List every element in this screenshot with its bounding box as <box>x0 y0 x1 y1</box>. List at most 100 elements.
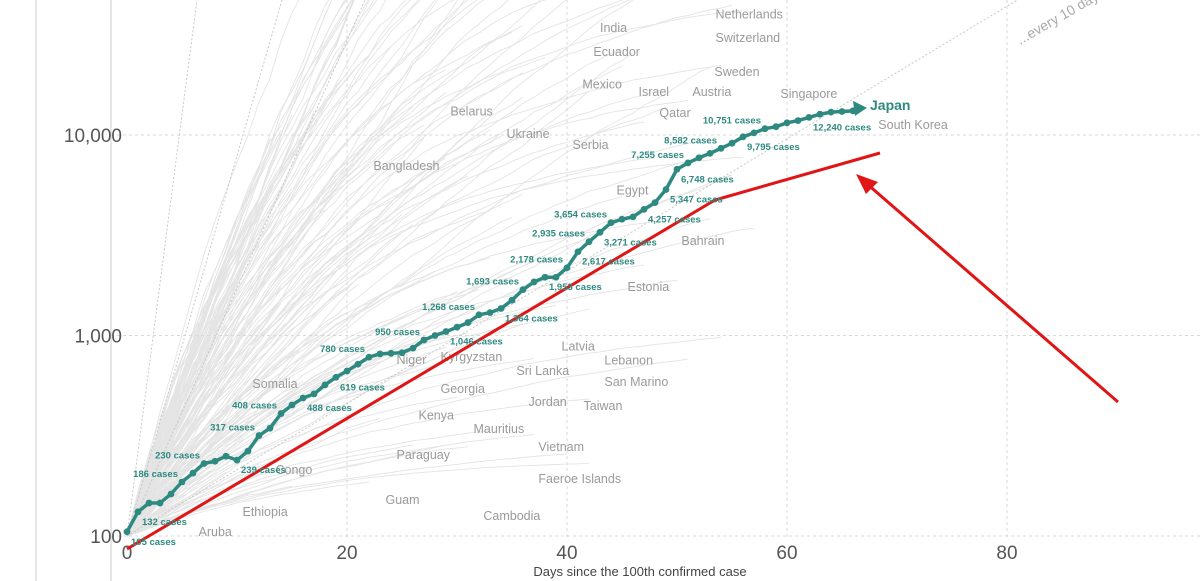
case-count-label: 780 cases <box>320 344 365 355</box>
japan-point <box>695 154 703 162</box>
japan-point <box>662 186 670 193</box>
japan-point <box>431 332 439 339</box>
japan-point <box>343 367 351 375</box>
japan-point <box>332 373 340 381</box>
japan-point <box>783 119 791 127</box>
case-count-label: 3,654 cases <box>554 210 607 221</box>
country-label: Jordan <box>529 395 567 409</box>
country-label: Mauritius <box>474 422 525 436</box>
background-line <box>126 417 381 537</box>
case-count-label: 1,953 cases <box>549 282 602 293</box>
japan-point <box>596 228 604 236</box>
japan-point <box>750 129 758 137</box>
japan-point <box>167 490 175 498</box>
country-label: Sweden <box>714 65 759 79</box>
case-count-label: 5,347 cases <box>670 195 723 206</box>
japan-point <box>244 447 252 455</box>
japan-point <box>563 264 571 272</box>
japan-line <box>125 109 854 533</box>
background-line <box>126 227 755 537</box>
japan-point <box>376 350 384 358</box>
country-label: Kenya <box>419 409 454 423</box>
case-count-label: 1,693 cases <box>466 277 519 288</box>
background-line <box>126 0 542 537</box>
japan-point <box>717 144 725 152</box>
japan-arrow-head-icon <box>853 100 867 116</box>
japan-point <box>585 238 593 246</box>
country-label: Aruba <box>199 525 232 539</box>
doubling-guide-line <box>126 0 283 537</box>
japan-point <box>442 328 450 335</box>
background-line <box>126 0 624 537</box>
country-label: Singapore <box>780 87 837 101</box>
country-label: Lebanon <box>604 354 653 368</box>
case-count-label: 4,257 cases <box>648 214 701 225</box>
country-label: Ukraine <box>507 127 550 141</box>
background-line <box>126 0 378 537</box>
background-line <box>126 0 300 537</box>
country-label: Israel <box>639 85 670 99</box>
japan-point <box>321 381 329 389</box>
background-line <box>126 99 689 537</box>
case-count-label: 619 cases <box>340 382 385 393</box>
country-label: Georgia <box>441 382 486 396</box>
country-label: Bahrain <box>681 234 724 248</box>
japan-point <box>486 309 494 317</box>
background-line <box>126 106 667 537</box>
country-label: Qatar <box>659 106 690 120</box>
background-line <box>126 481 370 537</box>
background-line <box>126 279 678 537</box>
background-line <box>126 0 567 537</box>
japan-point <box>277 410 285 417</box>
background-line <box>126 398 590 537</box>
country-label: Switzerland <box>716 31 781 45</box>
japan-point <box>541 273 549 281</box>
country-label: India <box>600 21 627 35</box>
background-line <box>126 196 623 537</box>
x-tick-label: 80 <box>996 543 1017 564</box>
case-count-label: 408 cases <box>232 401 277 412</box>
background-line <box>126 336 722 537</box>
background-line <box>126 157 656 537</box>
background-line <box>126 255 546 537</box>
japan-point <box>816 110 824 118</box>
case-count-label: 132 cases <box>142 517 187 528</box>
background-line <box>126 92 447 537</box>
country-label: Taiwan <box>584 399 623 413</box>
japan-point <box>629 213 637 221</box>
japan-point <box>728 139 736 147</box>
y-tick-label: 1,000 <box>74 327 122 348</box>
japan-point <box>398 349 406 357</box>
case-count-label: 239 cases <box>241 465 286 476</box>
case-count-label: 105 cases <box>131 537 176 548</box>
country-label: Egypt <box>617 183 649 197</box>
background-line <box>126 135 502 537</box>
country-label: Mexico <box>582 77 622 91</box>
background-line <box>126 276 513 537</box>
japan-point <box>453 323 461 331</box>
y-tick-label: 100 <box>90 527 122 548</box>
background-line <box>126 334 326 537</box>
doubling-guides <box>126 0 1019 537</box>
japan-point <box>838 108 846 115</box>
background-line <box>126 358 535 537</box>
japan-point <box>475 311 483 319</box>
case-count-label: 8,582 cases <box>664 135 717 146</box>
japan-label: Japan <box>870 97 910 113</box>
japan-point <box>420 336 428 344</box>
japan-point <box>607 219 615 227</box>
case-count-label: 12,240 cases <box>813 122 871 133</box>
case-count-label: 2,617 cases <box>582 257 635 268</box>
country-label: Sri Lanka <box>516 364 569 378</box>
case-count-label: 7,255 cases <box>631 150 684 161</box>
country-label: Cambodia <box>483 509 540 523</box>
japan-point <box>233 456 241 464</box>
country-label: Guam <box>386 493 420 507</box>
background-line <box>126 336 425 537</box>
background-line <box>126 90 590 537</box>
country-label: Niger <box>397 353 427 367</box>
japan-point <box>354 360 362 368</box>
japan-point <box>761 125 769 133</box>
background-line <box>126 0 347 537</box>
